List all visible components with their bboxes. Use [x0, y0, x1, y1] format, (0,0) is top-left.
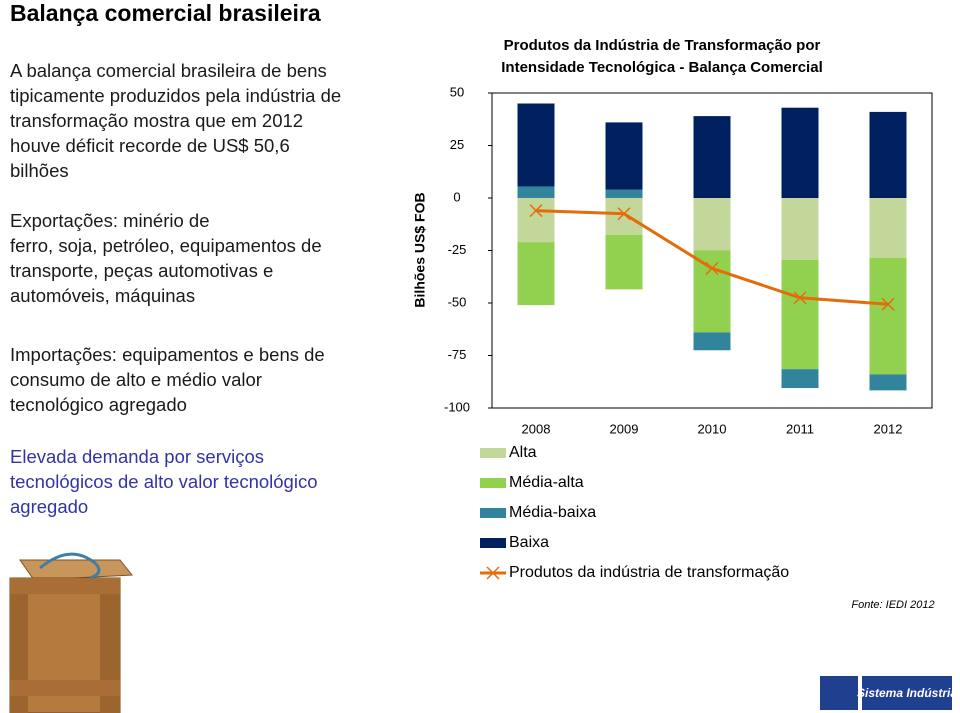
- paragraph: Exportações: minério de ferro, soja, petr…: [10, 208, 322, 308]
- bar-segment: [605, 234, 643, 290]
- bar-segment: [781, 107, 819, 198]
- bar-segment: [781, 369, 819, 389]
- x-tick-label: 2008: [522, 421, 551, 436]
- bar-segment: [869, 257, 907, 375]
- bar-segment: [517, 242, 555, 306]
- bar-segment: [781, 259, 819, 370]
- chart-title: Intensidade Tecnológica - Balança Comerc…: [501, 59, 822, 76]
- plot-frame: [491, 92, 933, 409]
- bar-segment: [605, 198, 643, 235]
- text-line: automóveis, máquinas: [10, 285, 196, 306]
- bar-segment: [693, 116, 731, 198]
- bar-segment: [869, 111, 907, 198]
- bar-segment: [869, 198, 907, 258]
- x-tick-label: 2009: [610, 421, 639, 436]
- logo-text: Sistema Indústria: [857, 686, 957, 700]
- bar-segment: [517, 198, 555, 243]
- text-line: tecnológico agregado: [10, 394, 187, 415]
- chart-title: Produtos da Indústria de Transformação p…: [504, 37, 821, 54]
- bar-segment: [869, 374, 907, 391]
- x-tick-label: 2010: [698, 421, 727, 436]
- y-tick-label: 0: [453, 189, 460, 204]
- y-tick-label: -75: [448, 347, 467, 362]
- bar-segment: [605, 122, 643, 190]
- y-axis-label: Bilhões US$ FOB: [412, 192, 428, 307]
- x-tick-label: 2011: [786, 421, 814, 436]
- paragraph: A balança comercial brasileira de bens ti…: [10, 58, 341, 183]
- y-tick-label: -100: [444, 399, 470, 414]
- text-line: A balança comercial brasileira de bens: [10, 60, 327, 81]
- crate-image: [4, 545, 134, 713]
- text-line: transformação mostra que em 2012: [10, 110, 304, 131]
- slide-title: Balança comercial brasileira: [10, 0, 321, 26]
- line-marker: [617, 207, 631, 221]
- logo: Sistema Indústria: [820, 676, 957, 710]
- bar-segment: [517, 186, 555, 198]
- legend-swatch: [480, 478, 506, 488]
- paragraph: Importações: equipamentos e bens de consu…: [10, 342, 325, 417]
- text-line: agregado: [10, 496, 89, 517]
- text-line: bilhões: [10, 160, 69, 181]
- line-marker: [881, 297, 895, 311]
- text-line: Exportações: minério de: [10, 210, 210, 231]
- text-line: Importações: equipamentos e bens de: [10, 344, 325, 365]
- bar-segment: [781, 198, 819, 260]
- text-line: transporte, peças automotivas e: [10, 260, 274, 281]
- legend-label: Média-baixa: [509, 504, 596, 521]
- legend-swatch: [480, 448, 506, 458]
- x-tick-label: 2012: [874, 421, 903, 436]
- legend-marker: [486, 566, 500, 580]
- y-tick-label: -25: [448, 242, 467, 257]
- legend-label: Alta: [509, 444, 537, 461]
- y-tick-label: -50: [448, 294, 467, 309]
- source: Fonte: IEDI 2012: [851, 599, 934, 611]
- legend-label: Média-alta: [509, 474, 584, 491]
- y-tick-label: 25: [450, 137, 464, 152]
- line-marker: [705, 261, 719, 275]
- line-marker: [793, 291, 807, 305]
- text-line: Elevada demanda por serviços: [10, 446, 265, 467]
- y-tick-label: 50: [450, 84, 464, 99]
- text-line: ferro, soja, petróleo, equipamentos de: [10, 235, 322, 256]
- bar-segment: [605, 189, 643, 198]
- bar-segment: [693, 198, 731, 251]
- text-line: tipicamente produzidos pela indústria de: [10, 85, 342, 106]
- legend-label: Baixa: [509, 534, 549, 551]
- text-line: consumo de alto e médio valor: [10, 369, 262, 390]
- text-line: houve déficit recorde de US$ 50,6: [10, 135, 290, 156]
- bar-segment: [517, 103, 555, 187]
- legend-swatch: [480, 538, 506, 548]
- bar-segment: [693, 250, 731, 333]
- legend-swatch: [480, 508, 506, 518]
- text-line: tecnológicos de alto valor tecnológico: [10, 471, 318, 492]
- paragraph: Elevada demanda por serviços tecnológicos…: [10, 444, 318, 519]
- line-marker: [529, 204, 543, 218]
- bar-segment: [693, 332, 731, 351]
- legend-label: Produtos da indústria de transformação: [509, 564, 789, 581]
